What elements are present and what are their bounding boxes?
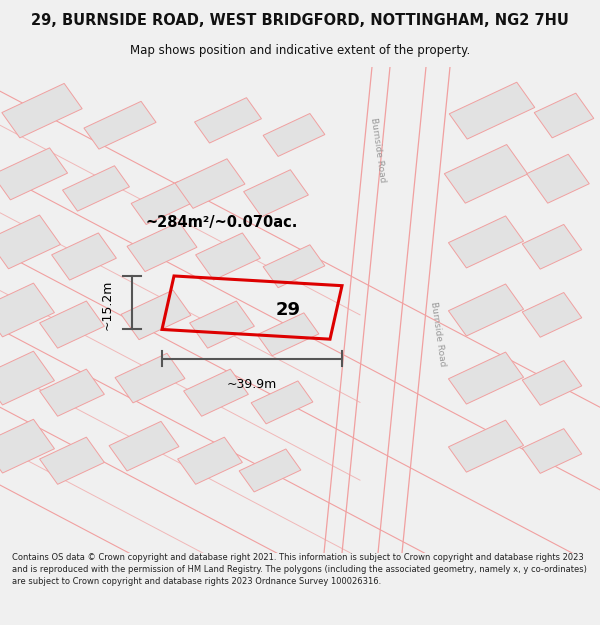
Text: Burnside Road: Burnside Road [369, 116, 387, 182]
Polygon shape [175, 159, 245, 208]
Polygon shape [194, 98, 262, 143]
Polygon shape [0, 351, 55, 405]
Polygon shape [40, 369, 104, 416]
Text: Burnside Road: Burnside Road [429, 301, 447, 368]
Polygon shape [62, 166, 130, 211]
Text: ~39.9m: ~39.9m [227, 378, 277, 391]
Polygon shape [448, 216, 524, 268]
Polygon shape [2, 83, 82, 138]
Polygon shape [522, 292, 582, 338]
Polygon shape [109, 421, 179, 471]
Text: ~284m²/~0.070ac.: ~284m²/~0.070ac. [146, 215, 298, 230]
Polygon shape [244, 170, 308, 217]
Polygon shape [448, 352, 524, 404]
Polygon shape [127, 222, 197, 272]
Text: Contains OS data © Crown copyright and database right 2021. This information is : Contains OS data © Crown copyright and d… [12, 553, 587, 586]
Polygon shape [522, 429, 582, 473]
Polygon shape [257, 313, 319, 356]
Polygon shape [263, 114, 325, 156]
Polygon shape [40, 301, 104, 348]
Text: ~15.2m: ~15.2m [101, 280, 114, 331]
Polygon shape [263, 245, 325, 288]
Polygon shape [445, 144, 527, 203]
Polygon shape [131, 181, 193, 224]
Polygon shape [448, 420, 524, 472]
Text: Map shows position and indicative extent of the property.: Map shows position and indicative extent… [130, 44, 470, 57]
Polygon shape [0, 283, 55, 337]
Polygon shape [178, 437, 242, 484]
Text: 29, BURNSIDE ROAD, WEST BRIDGFORD, NOTTINGHAM, NG2 7HU: 29, BURNSIDE ROAD, WEST BRIDGFORD, NOTTI… [31, 12, 569, 28]
Polygon shape [251, 381, 313, 424]
Polygon shape [527, 154, 589, 203]
Polygon shape [448, 284, 524, 336]
Text: 29: 29 [275, 301, 301, 319]
Polygon shape [121, 290, 191, 339]
Polygon shape [0, 148, 68, 200]
Polygon shape [449, 82, 535, 139]
Polygon shape [40, 437, 104, 484]
Polygon shape [239, 449, 301, 492]
Polygon shape [184, 369, 248, 416]
Polygon shape [0, 419, 55, 473]
Polygon shape [52, 233, 116, 280]
Polygon shape [190, 301, 254, 348]
Polygon shape [522, 361, 582, 405]
Polygon shape [196, 233, 260, 280]
Polygon shape [115, 353, 185, 403]
Polygon shape [0, 215, 61, 269]
Polygon shape [84, 101, 156, 149]
Polygon shape [522, 224, 582, 269]
Polygon shape [534, 93, 594, 138]
